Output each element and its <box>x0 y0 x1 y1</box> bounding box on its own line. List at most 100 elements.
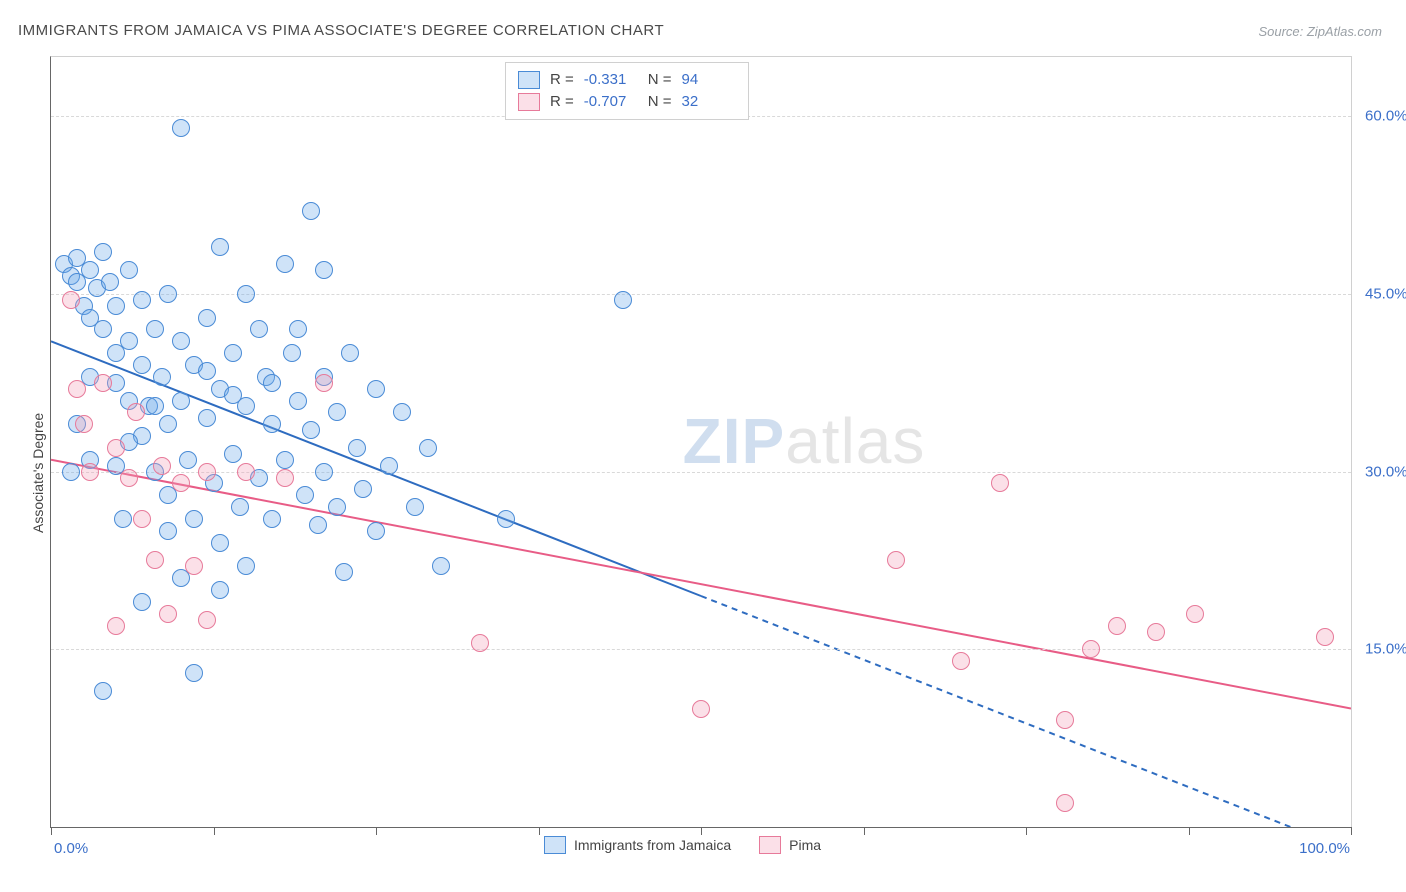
scatter-point <box>614 291 632 309</box>
scatter-point <box>133 593 151 611</box>
scatter-point <box>302 202 320 220</box>
scatter-point <box>692 700 710 718</box>
scatter-point <box>114 510 132 528</box>
y-tick-label: 60.0% <box>1351 108 1406 125</box>
scatter-point <box>159 522 177 540</box>
scatter-point <box>393 403 411 421</box>
scatter-point <box>887 551 905 569</box>
scatter-point <box>276 469 294 487</box>
scatter-point <box>159 285 177 303</box>
scatter-point <box>263 510 281 528</box>
scatter-point <box>198 309 216 327</box>
scatter-point <box>75 415 93 433</box>
scatter-point <box>276 255 294 273</box>
scatter-point <box>146 397 164 415</box>
scatter-point <box>237 285 255 303</box>
scatter-point <box>146 551 164 569</box>
scatter-point <box>952 652 970 670</box>
scatter-point <box>263 374 281 392</box>
scatter-point <box>1082 640 1100 658</box>
source-text: ZipAtlas.com <box>1307 24 1382 39</box>
x-axis-max-label: 100.0% <box>1299 840 1350 857</box>
scatter-point <box>1108 617 1126 635</box>
r-value-a: -0.331 <box>584 69 638 91</box>
scatter-point <box>380 457 398 475</box>
scatter-point <box>127 403 145 421</box>
bottom-legend: Immigrants from Jamaica Pima <box>544 836 821 854</box>
trend-line <box>51 460 1351 709</box>
plot-area: 15.0%30.0%45.0%60.0% <box>50 56 1352 828</box>
scatter-point <box>185 510 203 528</box>
scatter-point <box>211 581 229 599</box>
scatter-point <box>81 463 99 481</box>
stats-row-series-a: R = -0.331 N = 94 <box>518 69 736 91</box>
scatter-point <box>120 469 138 487</box>
x-tick <box>51 827 52 835</box>
scatter-point <box>250 320 268 338</box>
x-tick <box>701 827 702 835</box>
scatter-point <box>94 320 112 338</box>
scatter-point <box>1186 605 1204 623</box>
scatter-point <box>1316 628 1334 646</box>
scatter-point <box>296 486 314 504</box>
scatter-point <box>185 664 203 682</box>
legend-item-series-a: Immigrants from Jamaica <box>544 836 731 854</box>
x-tick <box>214 827 215 835</box>
scatter-point <box>406 498 424 516</box>
scatter-point <box>159 415 177 433</box>
scatter-point <box>153 368 171 386</box>
scatter-point <box>302 421 320 439</box>
r-label: R = <box>550 69 574 91</box>
scatter-point <box>497 510 515 528</box>
scatter-point <box>185 557 203 575</box>
x-tick <box>376 827 377 835</box>
source-prefix: Source: <box>1258 24 1306 39</box>
x-axis-min-label: 0.0% <box>54 840 88 857</box>
scatter-point <box>315 374 333 392</box>
legend-label-b: Pima <box>789 837 821 853</box>
scatter-point <box>224 344 242 362</box>
swatch-series-b <box>518 93 540 111</box>
scatter-point <box>172 392 190 410</box>
legend-item-series-b: Pima <box>759 836 821 854</box>
scatter-point <box>198 463 216 481</box>
trend-line <box>701 596 1351 827</box>
y-tick-label: 30.0% <box>1351 463 1406 480</box>
source-label: Source: ZipAtlas.com <box>1258 24 1382 39</box>
scatter-point <box>224 445 242 463</box>
scatter-point <box>94 682 112 700</box>
scatter-point <box>81 261 99 279</box>
scatter-point <box>289 392 307 410</box>
scatter-point <box>237 557 255 575</box>
legend-label-a: Immigrants from Jamaica <box>574 837 731 853</box>
scatter-point <box>133 356 151 374</box>
scatter-point <box>1147 623 1165 641</box>
x-tick <box>1026 827 1027 835</box>
scatter-point <box>211 238 229 256</box>
y-axis-label: Associate's Degree <box>30 413 46 533</box>
scatter-point <box>315 261 333 279</box>
scatter-point <box>172 119 190 137</box>
scatter-point <box>1056 794 1074 812</box>
scatter-point <box>341 344 359 362</box>
scatter-point <box>419 439 437 457</box>
swatch-series-a <box>518 71 540 89</box>
x-tick <box>1189 827 1190 835</box>
y-tick-label: 45.0% <box>1351 285 1406 302</box>
scatter-point <box>289 320 307 338</box>
scatter-point <box>172 332 190 350</box>
n-value-b: 32 <box>682 91 736 113</box>
stats-row-series-b: R = -0.707 N = 32 <box>518 91 736 113</box>
r-value-b: -0.707 <box>584 91 638 113</box>
scatter-point <box>172 474 190 492</box>
scatter-point <box>315 463 333 481</box>
correlation-chart: IMMIGRANTS FROM JAMAICA VS PIMA ASSOCIAT… <box>0 0 1406 892</box>
scatter-point <box>153 457 171 475</box>
scatter-point <box>198 611 216 629</box>
scatter-point <box>328 403 346 421</box>
scatter-point <box>991 474 1009 492</box>
scatter-point <box>62 291 80 309</box>
scatter-point <box>120 261 138 279</box>
scatter-point <box>107 297 125 315</box>
scatter-point <box>328 498 346 516</box>
